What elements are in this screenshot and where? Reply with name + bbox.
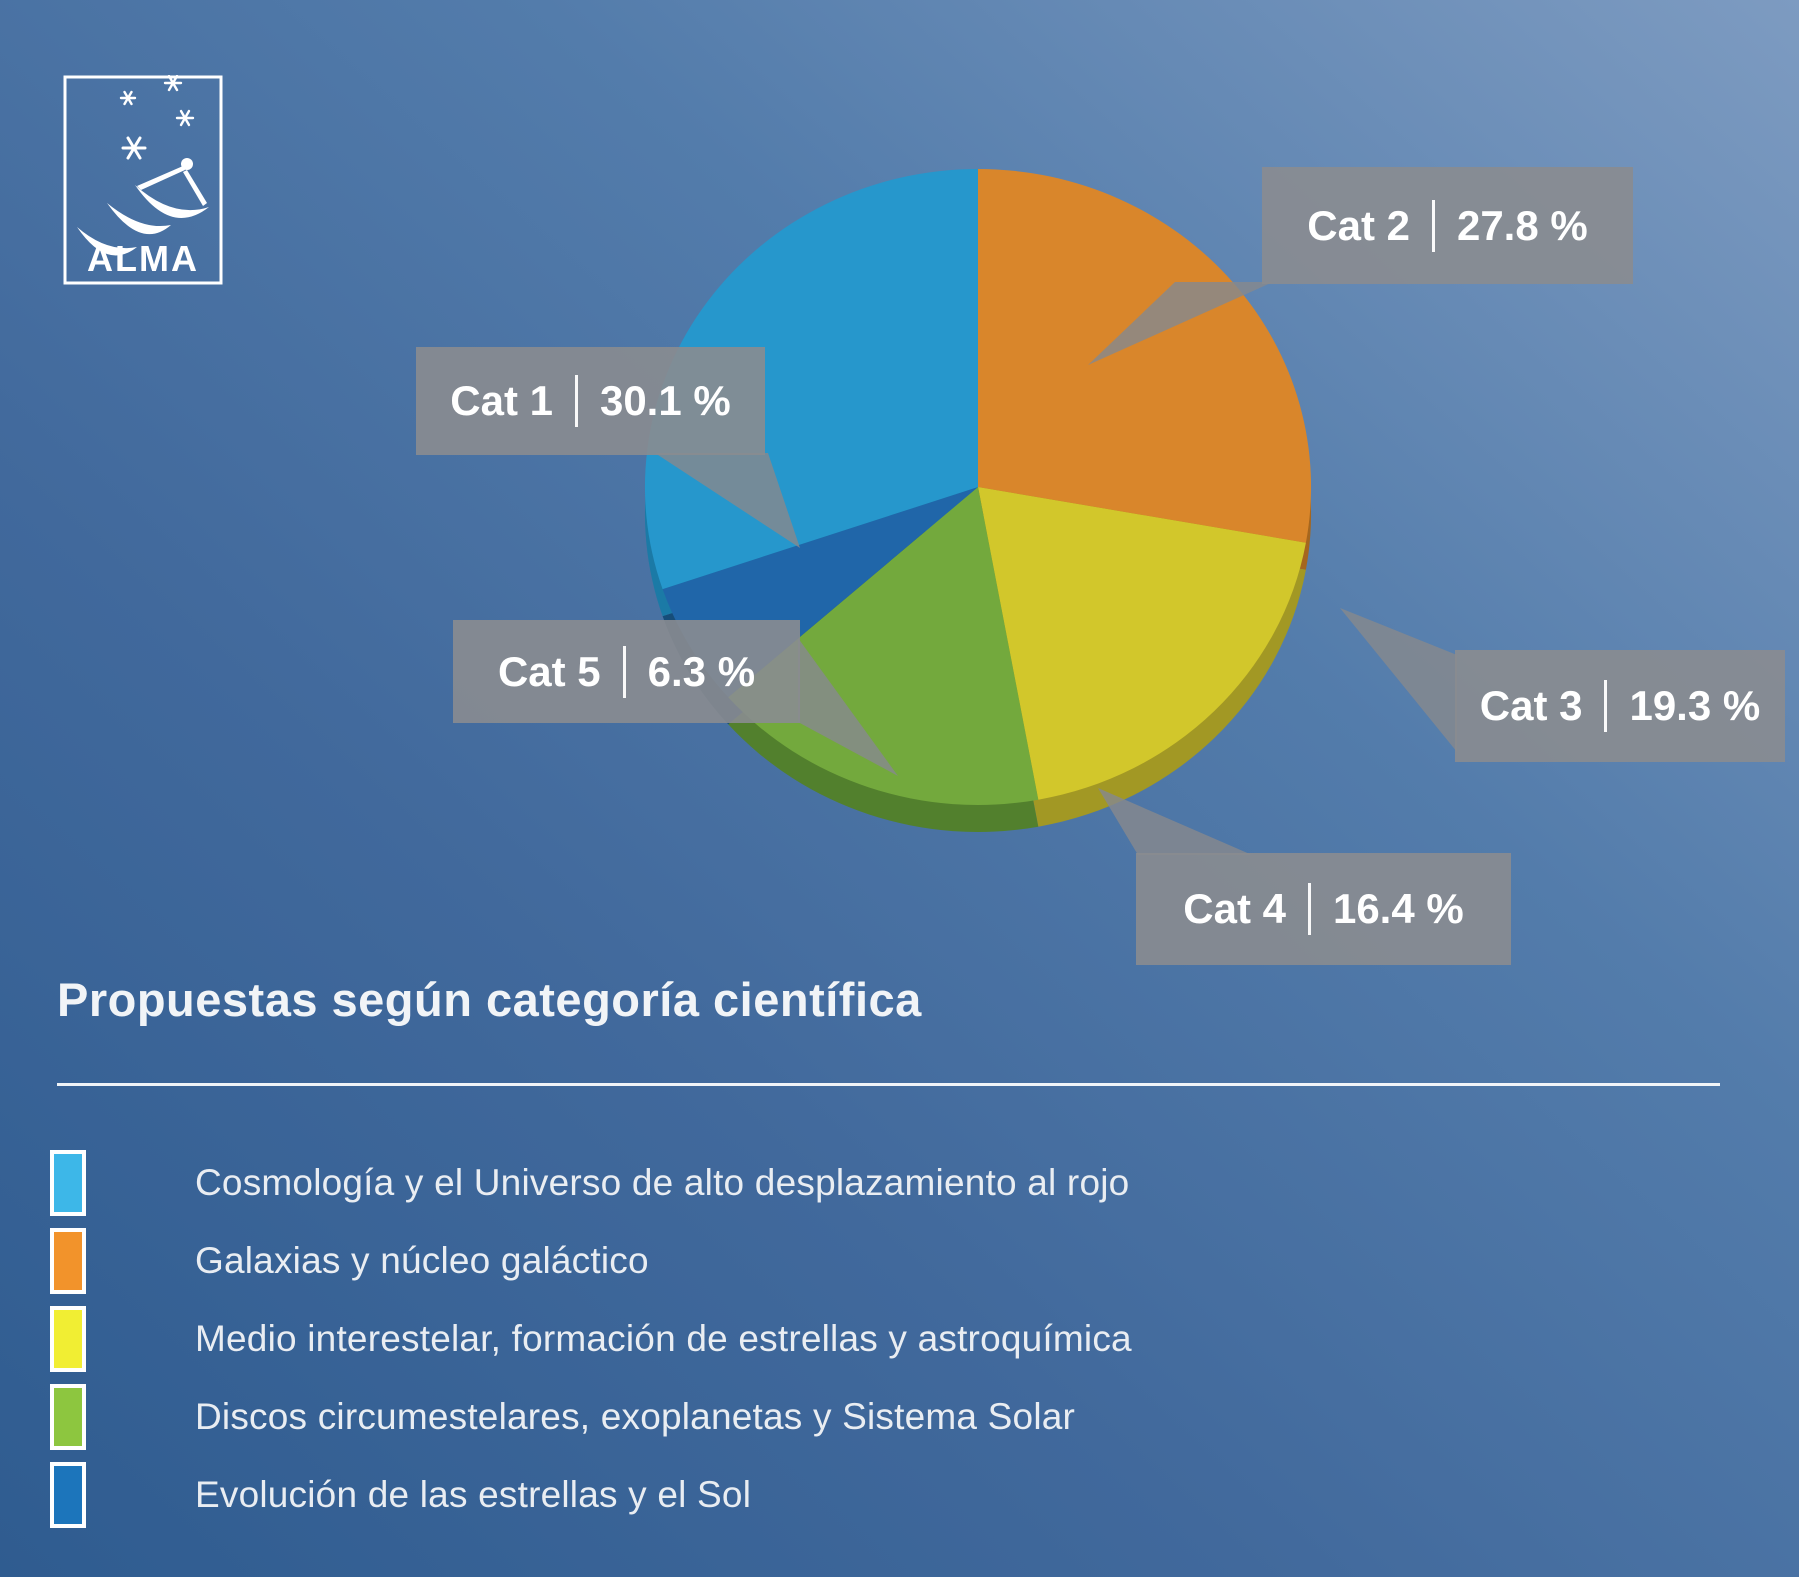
callout-cat1-label: Cat 1 bbox=[450, 377, 553, 424]
legend-swatch-icon bbox=[50, 1228, 86, 1294]
legend: Cosmología y el Universo de alto desplaz… bbox=[50, 1150, 1132, 1528]
callout-cat3-value: 19.3 % bbox=[1629, 682, 1761, 729]
legend-item-label: Discos circumestelares, exoplanetas y Si… bbox=[195, 1396, 1076, 1437]
callout-tail-cat1 bbox=[655, 453, 800, 548]
divider-line bbox=[57, 1083, 1720, 1086]
stars-icon bbox=[119, 75, 195, 160]
callout-divider bbox=[622, 645, 626, 698]
callout-divider bbox=[1604, 680, 1608, 732]
callout-cat5-value: 6.3 % bbox=[647, 647, 756, 695]
callout-cat2: Cat 2 27.8 % bbox=[1262, 167, 1633, 284]
callout-divider bbox=[1431, 199, 1435, 252]
legend-item-label: Medio interestelar, formación de estrell… bbox=[195, 1318, 1132, 1359]
callout-divider bbox=[574, 375, 578, 427]
legend-item-2: Galaxias y núcleo galáctico bbox=[50, 1228, 1132, 1294]
legend-swatch-icon bbox=[50, 1462, 86, 1528]
callout-cat4-value: 16.4 % bbox=[1332, 885, 1464, 932]
callout-cat3: Cat 3 19.3 % bbox=[1455, 650, 1785, 762]
legend-item-label: Evolución de las estrellas y el Sol bbox=[195, 1474, 752, 1515]
callout-divider bbox=[1307, 883, 1311, 935]
callout-cat1-value: 30.1 % bbox=[599, 377, 731, 424]
legend-swatch-icon bbox=[50, 1306, 86, 1372]
callout-cat5: Cat 5 6.3 % bbox=[453, 620, 800, 723]
pie-slice-cat2 bbox=[978, 168, 1312, 543]
page-title: Propuestas según categoría científica bbox=[57, 973, 922, 1026]
legend-swatch-icon bbox=[50, 1384, 86, 1450]
callout-cat5-label: Cat 5 bbox=[497, 647, 601, 695]
callout-cat1: Cat 1 30.1 % bbox=[416, 347, 765, 455]
logo-border bbox=[63, 75, 223, 285]
callout-tail-cat5 bbox=[798, 638, 898, 776]
alma-logo: ALMA bbox=[63, 75, 223, 285]
callout-tail-cat3 bbox=[1340, 608, 1457, 752]
callout-tail-cat4 bbox=[1098, 788, 1252, 855]
legend-swatch-icon bbox=[50, 1150, 86, 1216]
callout-cat3-label: Cat 3 bbox=[1479, 682, 1583, 729]
callout-cat2-value: 27.8 % bbox=[1456, 201, 1588, 249]
antenna-dishes-icon bbox=[77, 158, 209, 256]
callout-cat2-label: Cat 2 bbox=[1307, 201, 1410, 249]
legend-item-label: Galaxias y núcleo galáctico bbox=[195, 1240, 649, 1281]
legend-item-1: Cosmología y el Universo de alto desplaz… bbox=[50, 1150, 1132, 1216]
pie-slice-cat3 bbox=[978, 487, 1306, 800]
legend-item-label: Cosmología y el Universo de alto desplaz… bbox=[195, 1162, 1130, 1203]
callout-cat4: Cat 4 16.4 % bbox=[1136, 853, 1511, 965]
legend-item-5: Evolución de las estrellas y el Sol bbox=[50, 1462, 1132, 1528]
callout-tail-cat2 bbox=[1088, 282, 1273, 365]
logo-wordmark: ALMA bbox=[87, 238, 199, 279]
callout-cat4-label: Cat 4 bbox=[1183, 885, 1286, 932]
legend-item-4: Discos circumestelares, exoplanetas y Si… bbox=[50, 1384, 1132, 1450]
legend-item-3: Medio interestelar, formación de estrell… bbox=[50, 1306, 1132, 1372]
